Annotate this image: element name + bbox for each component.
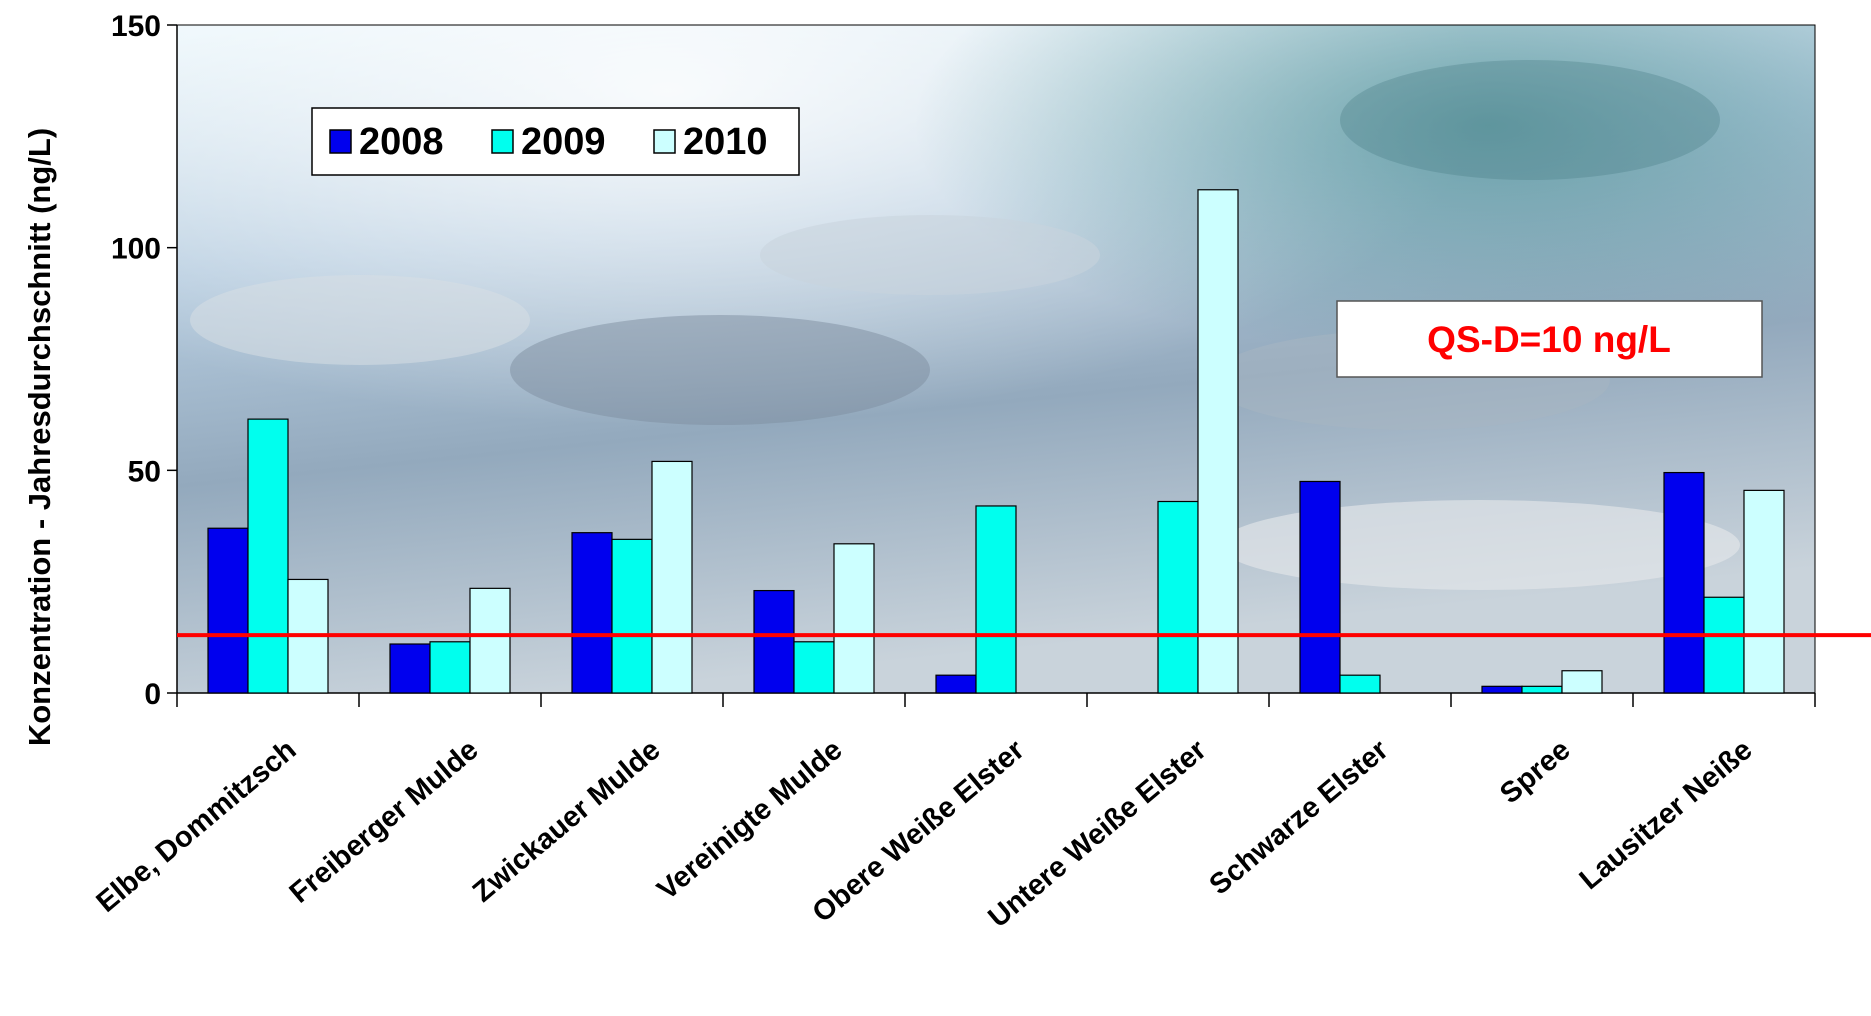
annotation-box: QS-D=10 ng/L: [1336, 300, 1763, 378]
bar-2010-1: [469, 587, 511, 694]
bar-2010-5: [1197, 189, 1239, 694]
bar-2009-0: [247, 418, 289, 694]
y-axis: 0 50 100 150: [111, 10, 178, 711]
x-tick-label: Elbe, Dommitzsch: [91, 734, 303, 919]
x-tick-label: Lausitzer Neiße: [1574, 734, 1759, 896]
y-axis-label: Konzentration - Jahresdurchschnitt (ng/L…: [22, 128, 57, 746]
bar-2010-3: [833, 543, 875, 694]
bar-2008-7: [1481, 685, 1523, 694]
bar-2010-2: [651, 460, 693, 694]
bar-2008-4: [935, 674, 977, 694]
bar-2009-2: [611, 538, 653, 694]
bar-2008-0: [207, 527, 249, 694]
bar-2009-4: [975, 505, 1017, 694]
x-tick-label: Freiberger Mulde: [284, 734, 485, 910]
legend-swatch-2010: [653, 129, 676, 154]
bar-2009-8: [1703, 596, 1745, 694]
bar-2009-7: [1521, 685, 1563, 694]
legend-label-2010: 2010: [683, 121, 768, 163]
pill-shape: [510, 315, 930, 425]
y-tick-label: 150: [111, 10, 161, 43]
bar-2008-6: [1299, 480, 1341, 694]
y-tick-label: 0: [144, 678, 161, 711]
bar-2008-3: [753, 589, 795, 694]
bar-2008-2: [571, 532, 613, 694]
pill-shape: [1340, 60, 1720, 180]
pill-shape: [1220, 500, 1740, 590]
bar-2008-8: [1663, 471, 1705, 694]
annotation-text: QS-D=10 ng/L: [1427, 319, 1671, 360]
y-tick-label: 50: [128, 455, 161, 488]
x-tick-label: Spree: [1494, 734, 1576, 810]
legend-label-2009: 2009: [521, 121, 606, 163]
bar-2009-1: [429, 641, 471, 694]
legend-swatch-2008: [329, 129, 352, 154]
bar-2010-8: [1743, 489, 1785, 694]
legend-box: [311, 107, 800, 176]
legend-swatch-2009: [491, 129, 514, 154]
bar-2008-1: [389, 643, 431, 694]
bar-2009-3: [793, 641, 835, 694]
x-tick-label: Zwickauer Mulde: [467, 734, 667, 909]
legend: 2008 2009 2010: [311, 107, 800, 176]
x-tick-label: Schwarze Elster: [1204, 734, 1395, 902]
bar-2009-6: [1339, 674, 1381, 694]
pill-shape: [190, 275, 530, 365]
annotation-frame: [1336, 300, 1763, 378]
bar-2010-7: [1561, 670, 1603, 694]
y-tick-label: 100: [111, 233, 161, 266]
bar-2009-5: [1157, 500, 1199, 694]
pill-shape: [760, 215, 1100, 295]
bars: [207, 189, 1785, 694]
legend-label-2008: 2008: [359, 121, 444, 163]
x-tick-label: Vereinigte Mulde: [651, 734, 848, 907]
